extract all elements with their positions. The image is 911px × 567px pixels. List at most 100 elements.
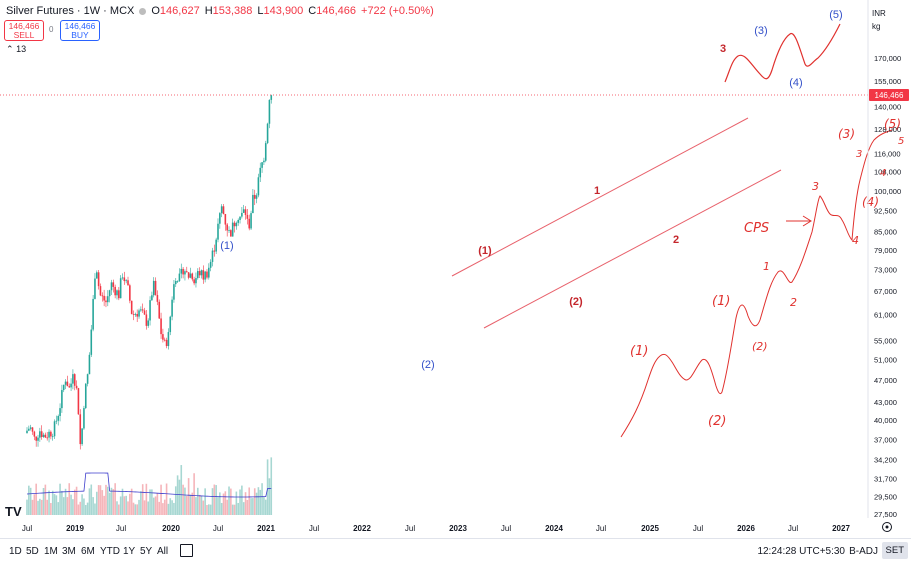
- chart-legend[interactable]: Silver Futures · 1W · MCX O146,627 H153,…: [6, 5, 434, 17]
- candle-body: [237, 219, 240, 223]
- channel-lower-line[interactable]: [483, 169, 782, 329]
- time-tick-label: 2019: [66, 524, 84, 533]
- volume-bar: [77, 504, 80, 515]
- candle-body: [169, 316, 172, 333]
- volume-bar: [55, 495, 58, 515]
- volume-bar: [156, 493, 159, 515]
- candle-body: [163, 339, 166, 341]
- candle-body: [147, 320, 150, 326]
- volume-bar: [152, 497, 155, 515]
- candle-body: [248, 218, 251, 229]
- volume-bar: [195, 497, 197, 515]
- symbol-title[interactable]: Silver Futures · 1W · MCX: [6, 5, 135, 17]
- handwritten-notes: (1) (2) (1) (2) 1 2 3 4 CPS (3) (5) (4) …: [630, 117, 904, 429]
- price-tick-label: 100,000: [874, 187, 901, 196]
- handwritten-note: (2): [752, 340, 768, 353]
- wave-label-blue-3: (3): [754, 25, 767, 37]
- volume-bar: [59, 483, 61, 515]
- handwritten-note: (5): [884, 117, 901, 131]
- volume-bar: [191, 492, 194, 515]
- candle-body: [95, 272, 98, 279]
- range-3m[interactable]: 3M: [62, 546, 76, 557]
- volume-bar: [241, 485, 243, 515]
- candle-body: [68, 386, 71, 388]
- projection-path: [724, 23, 841, 83]
- candle-body: [252, 194, 254, 214]
- candle-body: [118, 290, 120, 299]
- price-tick-label: 140,000: [874, 103, 901, 112]
- buy-price: 146,466: [64, 21, 96, 31]
- range-5y[interactable]: 5Y: [140, 546, 153, 557]
- volume-bar: [198, 494, 201, 515]
- volume-ma-line: [26, 472, 272, 498]
- candle-body: [151, 295, 153, 301]
- range-6m[interactable]: 6M: [81, 546, 95, 557]
- volume-bar: [173, 502, 175, 515]
- buy-button[interactable]: 146,466 BUY: [60, 20, 100, 41]
- time-tick-label: Jul: [213, 524, 223, 533]
- market-status-dot: [139, 7, 147, 15]
- handwritten-note: 3: [812, 180, 819, 193]
- volume-bar: [255, 492, 258, 515]
- candle-body: [182, 268, 184, 275]
- handwritten-note: 5: [898, 136, 904, 147]
- volume-bar: [125, 495, 127, 515]
- candle-body: [64, 381, 67, 385]
- sell-button[interactable]: 146,466 SELL: [4, 20, 44, 41]
- candle-body: [178, 273, 181, 281]
- volume-bar: [92, 497, 94, 515]
- gear-icon[interactable]: [882, 522, 892, 532]
- range-all[interactable]: All: [157, 546, 169, 557]
- candle-body: [112, 282, 115, 287]
- indicators-toggle[interactable]: ⌃ 13: [6, 44, 26, 55]
- candle-body: [66, 381, 69, 387]
- volume-bar: [108, 492, 111, 515]
- volume-bar: [270, 457, 273, 515]
- volume-bar: [94, 503, 96, 515]
- candle-body: [46, 437, 49, 439]
- calendar-icon[interactable]: [180, 544, 193, 557]
- volume-bar: [81, 494, 83, 515]
- range-ytd[interactable]: YTD: [100, 546, 120, 557]
- volume-bar: [84, 504, 87, 515]
- candle-body: [141, 309, 144, 311]
- volume-histogram: [26, 457, 273, 515]
- candle-body: [217, 223, 219, 240]
- ohlc-open: O146,627: [151, 5, 199, 17]
- time-tick-label: 2027: [832, 524, 850, 533]
- volume-bar: [42, 487, 45, 515]
- price-axis[interactable]: 27,500 29,500 31,700 34,200 37,000 40,000 43,0…: [874, 54, 901, 519]
- volume-bar: [176, 475, 179, 515]
- candle-body: [70, 383, 72, 388]
- candle-body: [31, 427, 34, 432]
- candle-body: [204, 271, 206, 280]
- volume-bar: [167, 503, 170, 515]
- range-1m[interactable]: 1M: [44, 546, 58, 557]
- handwritten-note: 4: [852, 234, 859, 247]
- price-chart[interactable]: 27,500 29,500 31,700 34,200 37,000 40,000 43,0…: [0, 0, 911, 538]
- channel-upper-line[interactable]: [451, 117, 749, 277]
- candle-body: [40, 431, 43, 437]
- range-1y[interactable]: 1Y: [123, 546, 136, 557]
- volume-bar: [268, 478, 271, 515]
- clock-timezone[interactable]: 12:24:28 UTC+5:30: [757, 546, 845, 557]
- volume-bar: [235, 491, 238, 515]
- time-tick-label: 2024: [545, 524, 563, 533]
- candle-body: [195, 278, 197, 284]
- volume-bar: [35, 483, 37, 515]
- adjustment-toggle[interactable]: B-ADJ: [849, 546, 878, 557]
- currency-label[interactable]: INR: [872, 9, 886, 18]
- session-toggle[interactable]: SET: [881, 542, 908, 559]
- volume-bar: [259, 489, 262, 515]
- time-tick-label: 2025: [641, 524, 659, 533]
- candle-body: [79, 414, 82, 445]
- volume-bar: [28, 485, 30, 515]
- candle-body: [107, 296, 109, 303]
- price-tick-label: 155,000: [874, 77, 901, 86]
- unit-label[interactable]: kg: [872, 22, 880, 31]
- time-axis[interactable]: Jul 2019 Jul 2020 Jul 2021 Jul 2022 Jul 2023 Jul 20…: [22, 524, 851, 533]
- candle-body: [132, 313, 135, 315]
- range-1d[interactable]: 1D: [9, 546, 22, 557]
- candlestick-series: [26, 94, 273, 450]
- range-5d[interactable]: 5D: [26, 546, 39, 557]
